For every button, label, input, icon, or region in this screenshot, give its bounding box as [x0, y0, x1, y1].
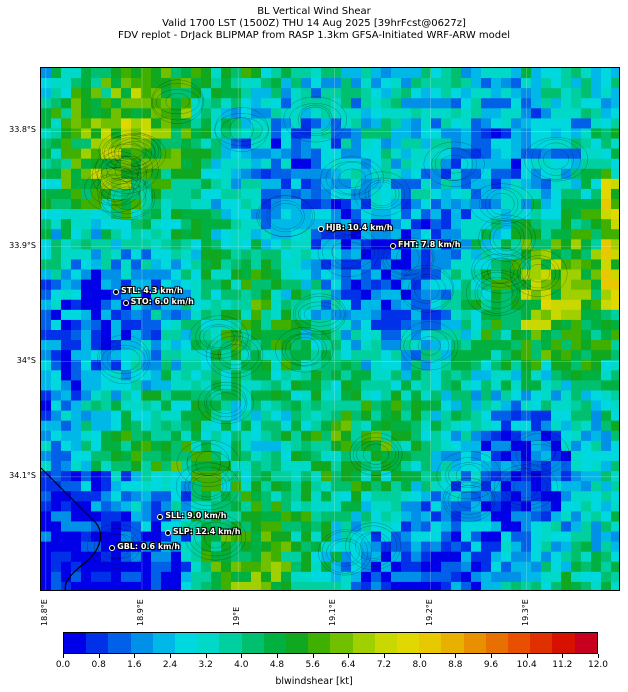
colorbar-tick — [562, 654, 563, 658]
latitude-tick-label: 34.1°S — [9, 470, 36, 480]
station-marker[interactable] — [164, 530, 171, 537]
colorbar-tick-label: 10.4 — [516, 660, 537, 670]
map-source: FDV replot - DrJack BLIPMAP from RASP 1.… — [117, 30, 511, 41]
colorbar-tick-label: 1.6 — [127, 660, 142, 670]
colorbar-segment — [374, 633, 398, 653]
colorbar-tick-label: 4.0 — [234, 660, 249, 670]
colorbar-segment — [508, 633, 531, 653]
latitude-tick-label: 34°S — [16, 355, 36, 365]
colorbar-tick — [527, 654, 528, 658]
station-marker[interactable] — [112, 288, 119, 295]
raster-cells — [41, 68, 619, 590]
colorbar-segment — [175, 633, 198, 653]
station-label: GBL: 0.6 km/h — [117, 542, 181, 552]
colorbar-segment — [286, 633, 309, 653]
map-title: BL Vertical Wind Shear — [257, 6, 371, 17]
colorbar-segment — [463, 633, 486, 653]
colorbar-tick — [170, 654, 171, 658]
terrain-contours — [83, 79, 589, 576]
colorbar-segment — [108, 633, 131, 653]
station-marker[interactable] — [109, 545, 116, 552]
colorbar-tick — [277, 654, 278, 658]
colorbar-segment — [397, 633, 420, 653]
colorbar-tick — [455, 654, 456, 658]
colorbar-tick — [241, 654, 242, 658]
colorbar-segment — [330, 633, 353, 653]
colorbar-tick-label: 2.4 — [162, 660, 178, 670]
station-label: HJB: 10.4 km/h — [325, 223, 393, 233]
colorbar-tick — [420, 654, 421, 658]
longitude-tick-label: 18.9°E — [135, 599, 145, 626]
colorbar-tick — [63, 654, 64, 658]
map-valid-time: Valid 1700 LST (1500Z) THU 14 Aug 2025 [… — [162, 18, 466, 29]
colorbar-tick-label: 8.0 — [412, 660, 427, 670]
colorbar-segment — [130, 633, 153, 653]
latitude-tick-label: 33.9°S — [9, 240, 36, 250]
colorbar-segment — [219, 633, 242, 653]
map-raster — [41, 68, 619, 590]
wind-shear-map[interactable] — [40, 67, 620, 591]
colorbar-tick — [348, 654, 349, 658]
colorbar-segment — [419, 633, 442, 653]
colorbar-label: blwindshear [kt] — [275, 676, 353, 687]
colorbar-tick-label: 3.2 — [198, 660, 213, 670]
station-marker[interactable] — [122, 300, 129, 307]
colorbar-segment — [197, 633, 220, 653]
colorbar-tick-label: 4.8 — [269, 660, 285, 670]
longitude-tick-label: 19.3°E — [520, 599, 530, 626]
colorbar-tick-label: 0.0 — [55, 660, 71, 670]
colorbar-segment — [352, 633, 375, 653]
colorbar — [63, 632, 598, 654]
colorbar-segment — [64, 633, 87, 653]
station-label: STO: 6.0 km/h — [130, 297, 194, 307]
colorbar-tick-label: 11.2 — [552, 660, 573, 670]
colorbar-segment — [441, 633, 464, 653]
station-marker[interactable] — [390, 242, 396, 249]
colorbar-segment — [152, 633, 176, 653]
station-label: STL: 4.3 km/h — [120, 285, 183, 295]
longitude-tick-label: 18.8°E — [39, 599, 49, 626]
station-marker[interactable] — [157, 514, 164, 521]
station-label: FHT: 7.8 km/h — [398, 239, 461, 249]
colorbar-segment — [263, 633, 287, 653]
colorbar-tick — [134, 654, 135, 658]
longitude-tick-label: 19.1°E — [328, 599, 338, 626]
station-marker[interactable] — [317, 226, 324, 233]
station-label: SLP: 12.4 km/h — [172, 527, 241, 537]
coastline — [41, 467, 102, 590]
graticule — [41, 68, 619, 590]
colorbar-tick-label: 0.8 — [91, 660, 106, 670]
colorbar-tick-label: 8.8 — [448, 660, 463, 670]
colorbar-segment — [485, 633, 509, 653]
colorbar-tick — [491, 654, 492, 658]
colorbar-tick-label: 5.6 — [305, 660, 320, 670]
station-label: SLL: 9.0 km/h — [165, 511, 227, 521]
colorbar-segment — [574, 633, 597, 653]
colorbar-tick — [99, 654, 100, 658]
colorbar-tick-label: 6.4 — [341, 660, 356, 670]
colorbar-tick-label: 7.2 — [376, 660, 392, 670]
colorbar-segment — [552, 633, 575, 653]
colorbar-segment — [530, 633, 553, 653]
latitude-tick-label: 33.8°S — [9, 125, 36, 135]
colorbar-segment — [86, 633, 109, 653]
colorbar-tick — [384, 654, 385, 658]
longitude-tick-label: 19°E — [232, 606, 242, 626]
colorbar-tick-label: 9.6 — [483, 660, 499, 670]
colorbar-tick — [598, 654, 599, 658]
colorbar-tick-label: 12.0 — [587, 660, 609, 670]
colorbar-segment — [241, 633, 264, 653]
longitude-tick-label: 19.2°E — [424, 599, 434, 626]
colorbar-tick — [313, 654, 314, 658]
colorbar-tick — [206, 654, 207, 658]
colorbar-segment — [308, 633, 331, 653]
